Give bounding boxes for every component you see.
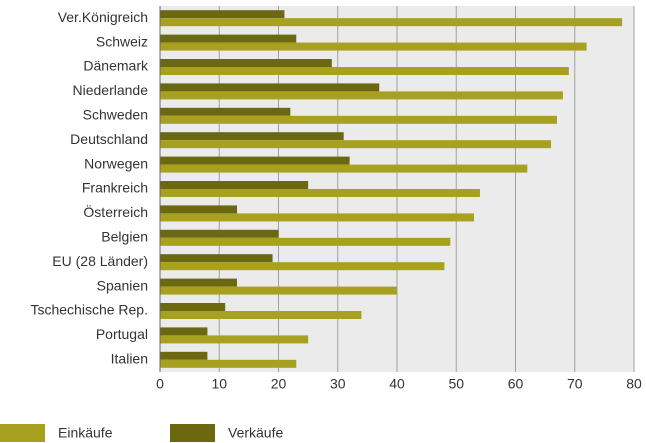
y-tick-label: Niederlande [73, 82, 149, 98]
bar [160, 181, 309, 189]
x-tick-label: 80 [626, 376, 642, 392]
x-tick-label: 10 [211, 376, 227, 392]
bar [160, 351, 208, 360]
bar [160, 140, 552, 149]
y-tick-label: Spanien [97, 277, 148, 293]
bar [160, 303, 226, 311]
y-tick-label: Tschechische Rep. [30, 302, 148, 318]
y-tick-label: Dänemark [83, 58, 149, 74]
bar [160, 359, 297, 368]
x-tick-label: 60 [508, 376, 524, 392]
legend-swatch [170, 424, 215, 442]
legend-label: Verkäufe [228, 425, 283, 441]
bar [160, 335, 309, 344]
y-tick-label: Belgien [101, 229, 148, 245]
bar [160, 132, 344, 141]
bar [160, 164, 528, 173]
legend-label: Einkäufe [58, 425, 113, 441]
y-tick-label: EU (28 Länder) [52, 253, 148, 269]
bar [160, 10, 285, 19]
bar [160, 213, 475, 222]
bar [160, 311, 362, 319]
bar [160, 286, 397, 295]
bar [160, 67, 569, 75]
bar [160, 278, 238, 287]
x-tick-label: 70 [567, 376, 583, 392]
y-tick-label: Frankreich [82, 180, 148, 196]
bar [160, 18, 623, 27]
y-tick-label: Portugal [96, 326, 148, 342]
x-tick-label: 0 [156, 376, 164, 392]
bar [160, 156, 350, 165]
bar [160, 237, 451, 246]
x-tick-label: 30 [330, 376, 346, 392]
legend-swatch [0, 424, 45, 442]
bar [160, 42, 587, 51]
bar [160, 205, 238, 214]
bar [160, 115, 557, 124]
x-tick-label: 50 [448, 376, 464, 392]
y-tick-label: Ver.Königreich [58, 9, 148, 25]
y-tick-label: Schweden [83, 107, 148, 123]
bar [160, 327, 208, 336]
bar [160, 254, 273, 263]
x-tick-label: 20 [271, 376, 287, 392]
y-tick-label: Österreich [83, 203, 148, 220]
bar [160, 34, 297, 43]
bar [160, 91, 563, 100]
bar [160, 59, 332, 67]
bar [160, 107, 291, 116]
y-tick-label: Norwegen [84, 155, 148, 171]
bar [160, 262, 445, 271]
y-tick-label: Italien [111, 351, 148, 367]
bar [160, 83, 380, 92]
y-tick-label: Deutschland [70, 131, 148, 147]
x-tick-label: 40 [389, 376, 405, 392]
bar [160, 189, 480, 197]
bar [160, 229, 279, 238]
y-tick-label: Schweiz [96, 33, 148, 49]
